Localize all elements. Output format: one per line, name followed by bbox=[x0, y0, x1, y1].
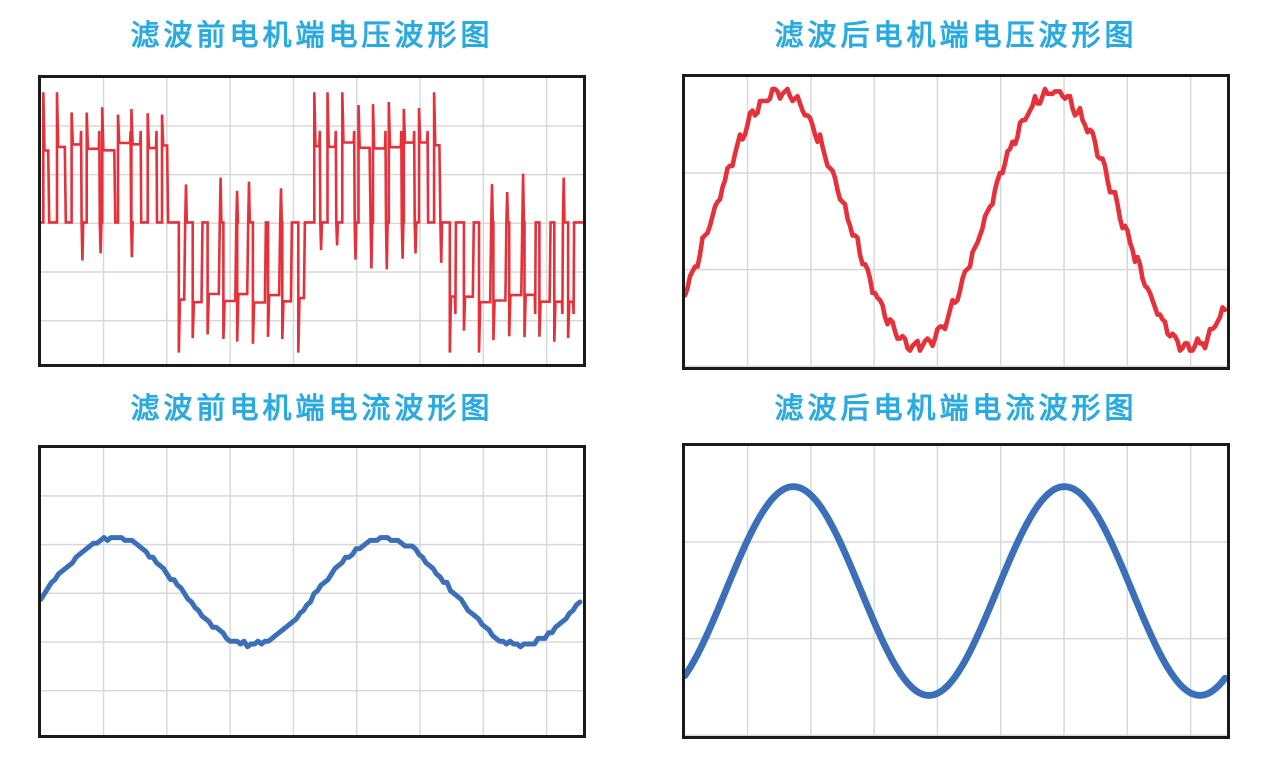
waveform-svg-current-after bbox=[685, 483, 1227, 699]
chart-panel-voltage-after bbox=[682, 74, 1230, 370]
waveform-svg-voltage-before bbox=[41, 92, 583, 353]
waveform-svg-current-before bbox=[41, 535, 583, 650]
chart-title-voltage-before: 滤波前电机端电压波形图 bbox=[130, 18, 494, 52]
chart-title-voltage-after: 滤波后电机端电压波形图 bbox=[774, 18, 1138, 52]
chart-panel-current-after bbox=[682, 443, 1230, 739]
filtered-voltage-trace bbox=[685, 86, 1227, 353]
chart-title-current-after: 滤波后电机端电流波形图 bbox=[774, 391, 1138, 425]
pwm-voltage-trace bbox=[41, 92, 583, 353]
chart-panel-voltage-before bbox=[38, 75, 586, 367]
filtered-current-trace bbox=[685, 483, 1227, 699]
waveform-svg-voltage-after bbox=[685, 86, 1227, 353]
chart-panel-current-before bbox=[38, 445, 586, 738]
chart-title-current-before: 滤波前电机端电流波形图 bbox=[130, 391, 494, 425]
current-before-trace bbox=[41, 535, 583, 650]
